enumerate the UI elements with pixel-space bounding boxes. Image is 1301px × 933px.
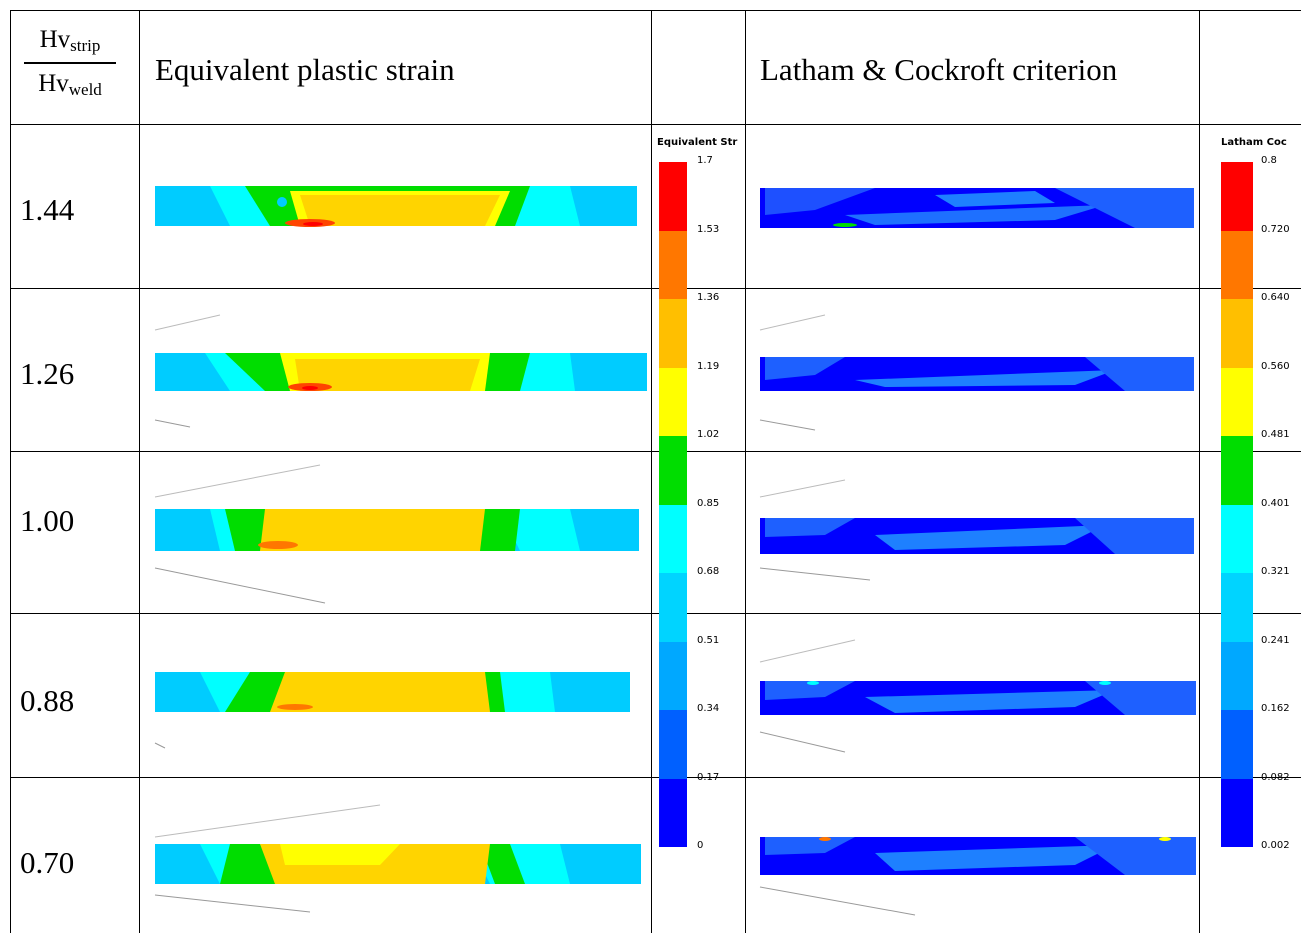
latham-contour-0.70: [759, 837, 1196, 916]
strain-legend-swatch: [659, 367, 687, 436]
strain-legend-swatch: [659, 299, 687, 368]
strain-legend-tick-label: 1.53: [697, 224, 720, 235]
latham-legend-tick-label: 0.082: [1261, 772, 1290, 783]
table-row-divider: [10, 451, 1301, 452]
strain-legend-tick-label: 1.02: [697, 430, 720, 440]
strain-contour-images: [154, 186, 647, 913]
strain-contour-0.70: [154, 804, 641, 913]
hardness-ratio-header: Hvstrip Hvweld: [24, 26, 116, 100]
strain-legend-swatch: [659, 504, 687, 573]
table-border-left: [10, 10, 11, 933]
table-row-divider: [10, 777, 1301, 778]
latham-legend-swatch: [1221, 367, 1253, 436]
latham-contour-1.26: [759, 314, 1194, 431]
strain-legend-swatch: [659, 436, 687, 505]
ratio-label: 0.88: [20, 683, 75, 718]
ratio-label: 0.70: [20, 845, 75, 880]
table-row-divider: [10, 124, 1301, 125]
latham-contour-0.88: [759, 639, 1196, 753]
table-divider: [139, 10, 140, 933]
strain-contour-1.44: [155, 186, 637, 227]
latham-contour-images: [759, 188, 1196, 916]
latham-legend-swatch: [1221, 504, 1253, 573]
table-border-top: [10, 10, 1301, 11]
latham-legend-swatch: [1221, 710, 1253, 779]
latham-legend-swatch: [1221, 162, 1253, 231]
latham-contour-1.44: [760, 188, 1194, 228]
strain-legend-tick-label: 1.36: [697, 293, 720, 303]
latham-column-header: Latham & Cockroft criterion: [760, 52, 1118, 87]
strain-legend-swatch: [659, 230, 687, 299]
latham-legend-tick-label: 0.162: [1261, 704, 1290, 714]
strain-legend-title: Equivalent Str: [657, 137, 738, 148]
strain-legend-tick-label: 0: [697, 841, 704, 851]
latham-legend-tick-label: 0.481: [1261, 430, 1290, 440]
strain-legend-swatch: [659, 162, 687, 231]
latham-legend-swatch: [1221, 573, 1253, 642]
strain-legend-swatch: [659, 573, 687, 642]
strain-contour-1.26: [154, 314, 647, 428]
table-divider: [651, 10, 652, 933]
latham-legend-tick-label: 0.401: [1261, 498, 1290, 509]
ratio-label: 1.26: [20, 356, 75, 391]
strain-legend-tick-label: 0.17: [697, 772, 720, 783]
latham-legend-swatch: [1221, 778, 1253, 847]
latham-legend-swatch: [1221, 299, 1253, 368]
latham-legend-tick-label: 0.002: [1261, 841, 1290, 851]
table-row-divider: [10, 288, 1301, 289]
latham-legend-swatch: [1221, 436, 1253, 505]
latham-legend-title: Latham Coc: [1221, 137, 1287, 148]
latham-legend-tick-label: 0.241: [1261, 635, 1290, 646]
strain-legend-tick-label: 0.34: [697, 704, 720, 714]
ratio-label: 1.44: [20, 192, 75, 227]
strain-column-header: Equivalent plastic strain: [155, 52, 455, 87]
strain-legend-tick-label: 1.19: [697, 361, 720, 372]
strain-legend-swatch: [659, 710, 687, 779]
latham-legend-tick-label: 0.640: [1261, 293, 1290, 303]
latham-contour-1.00: [759, 479, 1194, 581]
strain-legend-swatch: [659, 778, 687, 847]
latham-legend-tick-label: 0.720: [1261, 224, 1290, 235]
latham-legend-swatch: [1221, 641, 1253, 710]
strain-legend-swatch: [659, 641, 687, 710]
strain-legend-tick-label: 1.7: [697, 156, 713, 166]
table-row-divider: [10, 613, 1301, 614]
latham-legend-tick-label: 0.560: [1261, 361, 1290, 372]
ratio-label: 1.00: [20, 503, 75, 538]
table-divider: [1199, 10, 1200, 933]
strain-legend-tick-label: 0.68: [697, 567, 720, 577]
strain-contour-1.00: [154, 464, 639, 604]
latham-legend-tick-label: 0.321: [1261, 567, 1290, 577]
strain-legend-tick-label: 0.51: [697, 635, 720, 646]
latham-legend-tick-label: 0.8: [1261, 156, 1277, 166]
strain-legend-tick-label: 0.85: [697, 498, 720, 509]
strain-contour-0.88: [154, 672, 630, 749]
latham-legend-swatch: [1221, 230, 1253, 299]
table-divider: [745, 10, 746, 933]
